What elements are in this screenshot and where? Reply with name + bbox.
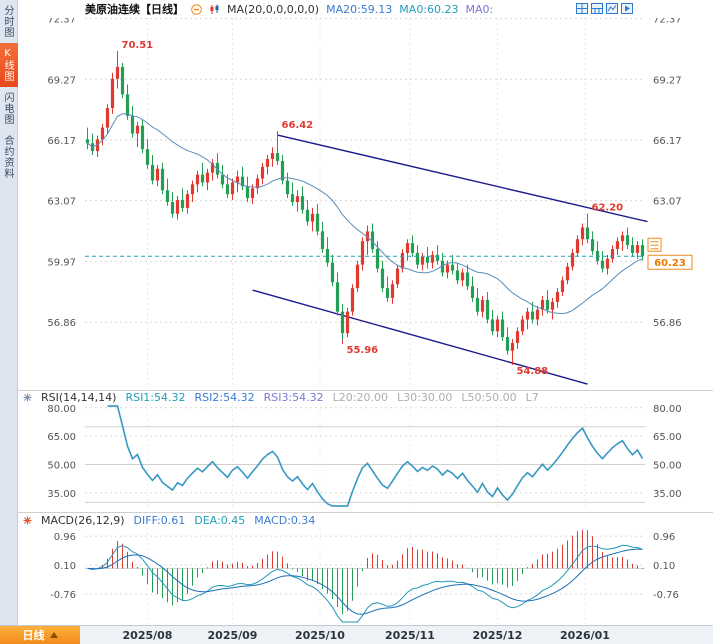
svg-text:65.00: 65.00 [653, 432, 682, 443]
main-price-chart[interactable]: 72.37 72.37 69.27 69.27 66.17 66.17 63.07 63.07… [18, 18, 713, 390]
svg-text:0.96: 0.96 [54, 532, 76, 543]
x-axis-label: 2025/08 [122, 629, 173, 642]
macd-param-label: MACD(26,12,9) [41, 514, 125, 527]
triangle-up-icon [49, 632, 58, 638]
svg-text:0.10: 0.10 [653, 561, 675, 572]
svg-text:60.23: 60.23 [654, 258, 686, 269]
dea-value: DEA:0.45 [194, 514, 246, 527]
svg-text:50.00: 50.00 [47, 461, 76, 472]
svg-text:69.27: 69.27 [653, 75, 682, 86]
diff-line [87, 544, 643, 623]
macd-chart[interactable]: 0.96 0.96 0.10 0.10 -0.76 -0.76 [18, 528, 713, 624]
diff-value: DIFF:0.61 [133, 514, 186, 527]
price-menu-icon[interactable] [647, 237, 662, 252]
collapse-circle-icon[interactable] [191, 3, 202, 15]
svg-text:63.07: 63.07 [653, 197, 682, 208]
sidebar-item-time-chart[interactable]: 分时图 [2, 5, 13, 38]
chart-type-sidebar: 分时图 K线图 闪电图 合约资料 [0, 0, 18, 625]
svg-text:66.42: 66.42 [282, 120, 314, 131]
rsi-header: RSI(14,14,14) RSI1:54.32 RSI2:54.32 RSI3… [18, 390, 713, 404]
main-grid [85, 18, 645, 388]
chart-header: 美原油连续 【日线】 MA(20,0,0,0,0,0) MA20:59.13 MA… [18, 0, 713, 18]
play-icon[interactable] [621, 3, 633, 14]
svg-text:66.17: 66.17 [47, 136, 76, 147]
candles-layer [85, 55, 645, 361]
layout-split-icon[interactable] [591, 3, 603, 14]
x-axis-label: 2026/01 [560, 629, 610, 642]
x-axis-label: 2025/09 [207, 629, 258, 642]
svg-text:66.17: 66.17 [653, 136, 682, 147]
svg-text:-0.76: -0.76 [653, 590, 679, 601]
svg-text:63.07: 63.07 [47, 197, 76, 208]
period-label: 【日线】 [140, 3, 184, 16]
svg-text:0.10: 0.10 [54, 561, 76, 572]
x-axis-label: 2025/10 [295, 629, 345, 642]
rsi3-value: RSI3:54.32 [263, 391, 324, 404]
trendline[interactable] [252, 289, 588, 385]
rsi-l70-value: L7 [525, 391, 539, 404]
macd-settings-icon[interactable] [23, 516, 32, 525]
svg-text:54.88: 54.88 [517, 366, 549, 377]
sidebar-item-kline-chart[interactable]: K线图 [0, 43, 18, 87]
trendline[interactable] [277, 134, 648, 223]
svg-text:65.00: 65.00 [47, 432, 76, 443]
layout-grid-icon[interactable] [576, 3, 588, 14]
svg-text:35.00: 35.00 [47, 489, 76, 500]
svg-text:56.86: 56.86 [653, 318, 682, 329]
svg-text:69.27: 69.27 [47, 75, 76, 86]
svg-text:70.51: 70.51 [122, 40, 154, 51]
period-button-label: 日线 [22, 629, 45, 642]
svg-text:0.96: 0.96 [653, 532, 675, 543]
svg-text:59.97: 59.97 [47, 257, 76, 268]
macd-header: MACD(26,12,9) DIFF:0.61 DEA:0.45 MACD:0.… [18, 512, 713, 528]
chart-style-icon[interactable] [606, 3, 618, 14]
rsi-settings-icon[interactable] [23, 393, 32, 402]
ma0-value: MA0:60.23 [399, 2, 459, 16]
ma-params-label: MA(20,0,0,0,0,0) [227, 2, 320, 16]
dea-line [87, 548, 643, 615]
rsi-l30-value: L30:30.00 [397, 391, 453, 404]
macd-value: MACD:0.34 [254, 514, 316, 527]
rsi-param-label: RSI(14,14,14) [41, 391, 117, 404]
sidebar-item-flash-chart[interactable]: 闪电图 [2, 92, 13, 125]
time-axis-bar: 日线 2025/08 2025/09 2025/10 2025/11 2025/12 20… [0, 625, 713, 644]
instrument-title: 美原油连续 [85, 3, 140, 16]
svg-text:35.00: 35.00 [653, 489, 682, 500]
svg-text:56.86: 56.86 [47, 318, 76, 329]
current-price-tag: 60.23 [647, 254, 693, 270]
svg-text:-0.76: -0.76 [50, 590, 76, 601]
svg-text:55.96: 55.96 [347, 345, 379, 356]
rsi-l50-value: L50:50.00 [461, 391, 517, 404]
ma0-empty-value: MA0: [465, 2, 494, 16]
period-selector-button[interactable]: 日线 [0, 626, 80, 644]
rsi-l20-value: L20:20.00 [332, 391, 388, 404]
svg-text:72.37: 72.37 [653, 18, 682, 26]
layout-toolbar [576, 3, 633, 14]
rsi2-line [107, 405, 644, 507]
svg-text:72.37: 72.37 [47, 18, 76, 26]
svg-text:80.00: 80.00 [47, 404, 76, 415]
macd-histogram [92, 530, 643, 615]
svg-text:50.00: 50.00 [653, 461, 682, 472]
svg-text:80.00: 80.00 [653, 404, 682, 415]
sidebar-item-contract-info[interactable]: 合约资料 [2, 135, 13, 179]
x-axis-label: 2025/11 [385, 629, 435, 642]
rsi-line [107, 405, 644, 507]
x-axis-label: 2025/12 [472, 629, 523, 642]
rsi-chart[interactable]: 80.00 80.00 65.00 65.00 50.00 50.00 35.00 35.00 [18, 404, 713, 508]
ma20-line [87, 113, 643, 315]
svg-text:62.20: 62.20 [592, 203, 624, 214]
rsi1-value: RSI1:54.32 [125, 391, 186, 404]
ma-indicator-icon[interactable] [209, 4, 220, 15]
ma20-value: MA20:59.13 [326, 2, 393, 16]
rsi2-value: RSI2:54.32 [194, 391, 255, 404]
